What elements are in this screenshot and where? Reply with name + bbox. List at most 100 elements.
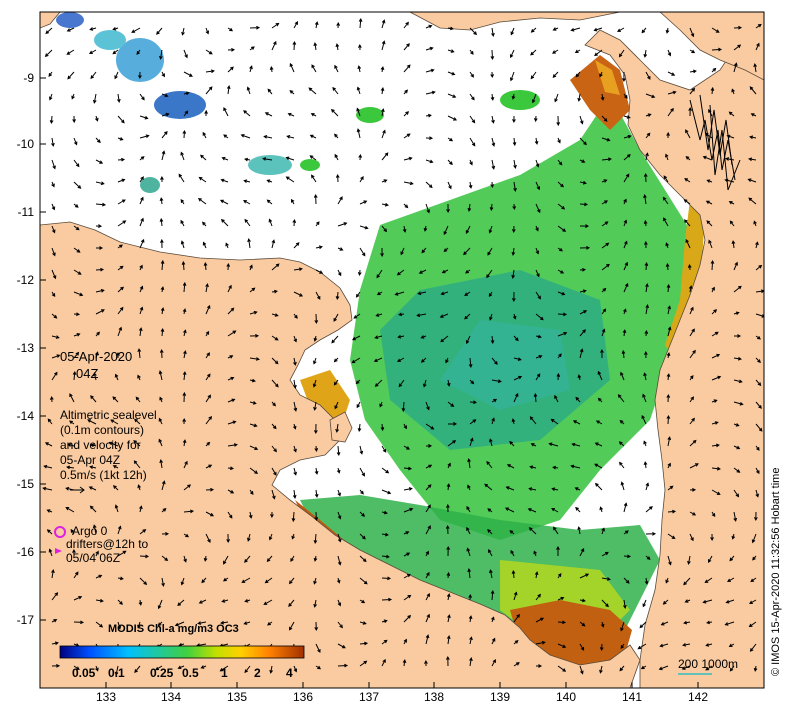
velocity-arrow (685, 238, 691, 249)
velocity-arrow (403, 594, 412, 601)
velocity-arrow (223, 134, 229, 139)
velocity-arrow (601, 599, 609, 608)
velocity-arrow (95, 550, 99, 557)
velocity-arrow (683, 577, 691, 586)
velocity-arrow (748, 157, 757, 162)
velocity-arrow (557, 312, 568, 317)
velocity-arrow (139, 554, 150, 559)
velocity-arrow (689, 328, 695, 337)
velocity-arrow (643, 372, 647, 381)
velocity-arrow (645, 93, 656, 99)
velocity-arrow (645, 132, 651, 139)
velocity-arrow (117, 306, 124, 315)
velocity-arrow (512, 203, 517, 211)
velocity-arrow (504, 507, 515, 513)
velocity-arrow (535, 203, 541, 214)
velocity-arrow (139, 285, 144, 293)
velocity-arrow (315, 665, 322, 670)
velocity-arrow (292, 423, 297, 430)
velocity-arrow (247, 238, 251, 249)
velocity-arrow (425, 181, 433, 189)
velocity-arrow (689, 27, 695, 38)
velocity-arrow (293, 291, 304, 297)
velocity-arrow (227, 284, 232, 293)
velocity-arrow (288, 599, 295, 608)
velocity-arrow (271, 467, 277, 476)
velocity-arrow (645, 283, 649, 293)
velocity-arrow (490, 49, 495, 61)
y-tick-label: -9 (23, 71, 34, 85)
velocity-arrow (244, 665, 251, 674)
velocity-arrow (357, 65, 362, 73)
velocity-arrow (337, 599, 342, 607)
velocity-arrow (271, 423, 277, 430)
velocity-arrow (90, 395, 97, 403)
velocity-arrow (600, 348, 604, 359)
velocity-arrow (202, 131, 207, 139)
y-tick-label: -13 (16, 341, 34, 355)
velocity-arrow (617, 394, 625, 403)
velocity-arrow (180, 199, 185, 205)
velocity-arrow (511, 269, 515, 279)
velocity-arrow (117, 199, 126, 205)
velocity-arrow (72, 548, 76, 557)
velocity-arrow (511, 93, 516, 100)
velocity-arrow (357, 43, 362, 51)
velocity-arrow (601, 308, 607, 315)
velocity-arrow (244, 598, 251, 603)
velocity-arrow (733, 44, 742, 51)
drifters-label-1: drifters@12h to (66, 537, 149, 551)
velocity-arrow (711, 331, 719, 337)
velocity-arrow (357, 423, 362, 433)
velocity-arrow (92, 93, 97, 104)
velocity-arrow (133, 460, 141, 469)
velocity-arrow (95, 331, 101, 337)
velocity-arrow (441, 269, 449, 274)
velocity-arrow (425, 203, 430, 214)
velocity-arrow (73, 312, 81, 317)
velocity-arrow (293, 335, 297, 343)
velocity-arrow (579, 115, 584, 125)
velocity-arrow (45, 27, 53, 35)
velocity-arrow (114, 665, 119, 676)
velocity-arrow (749, 135, 757, 140)
velocity-arrow (424, 659, 428, 667)
velocity-arrow (557, 203, 566, 210)
velocity-arrow (117, 550, 127, 557)
velocity-arrow (73, 181, 82, 189)
velocity-arrow (440, 291, 449, 296)
velocity-arrow (601, 115, 608, 122)
velocity-arrow (489, 203, 494, 212)
x-tick-label: 134 (160, 690, 182, 704)
velocity-arrow (200, 665, 207, 669)
velocity-arrow (534, 137, 539, 145)
velocity-arrow (293, 665, 298, 673)
velocity-arrow (711, 309, 718, 315)
velocity-arrow (466, 505, 471, 513)
velocity-arrow (222, 577, 229, 582)
velocity-arrow (51, 291, 56, 298)
colorbar-tick: 2 (254, 666, 261, 680)
velocity-arrow (579, 180, 587, 185)
velocity-arrow (467, 203, 472, 212)
velocity-arrow (425, 464, 433, 469)
velocity-arrow (469, 636, 473, 645)
velocity-arrow (137, 621, 141, 629)
velocity-arrow (755, 335, 761, 340)
velocity-arrow (469, 400, 478, 405)
velocity-arrow (89, 465, 97, 469)
velocity-arrow (286, 135, 295, 139)
velocity-arrow (403, 574, 411, 579)
velocity-arrow (447, 93, 457, 98)
velocity-arrow (557, 181, 564, 188)
argo-marker-icon (54, 526, 66, 538)
velocity-arrow (313, 599, 317, 608)
velocity-arrow (511, 569, 516, 579)
velocity-arrow (469, 657, 473, 667)
velocity-arrow (73, 225, 80, 231)
velocity-arrow (689, 87, 696, 95)
velocity-arrow (710, 259, 715, 271)
velocity-arrow (557, 291, 566, 296)
velocity-arrow (487, 528, 493, 535)
colorbar (59, 645, 305, 659)
